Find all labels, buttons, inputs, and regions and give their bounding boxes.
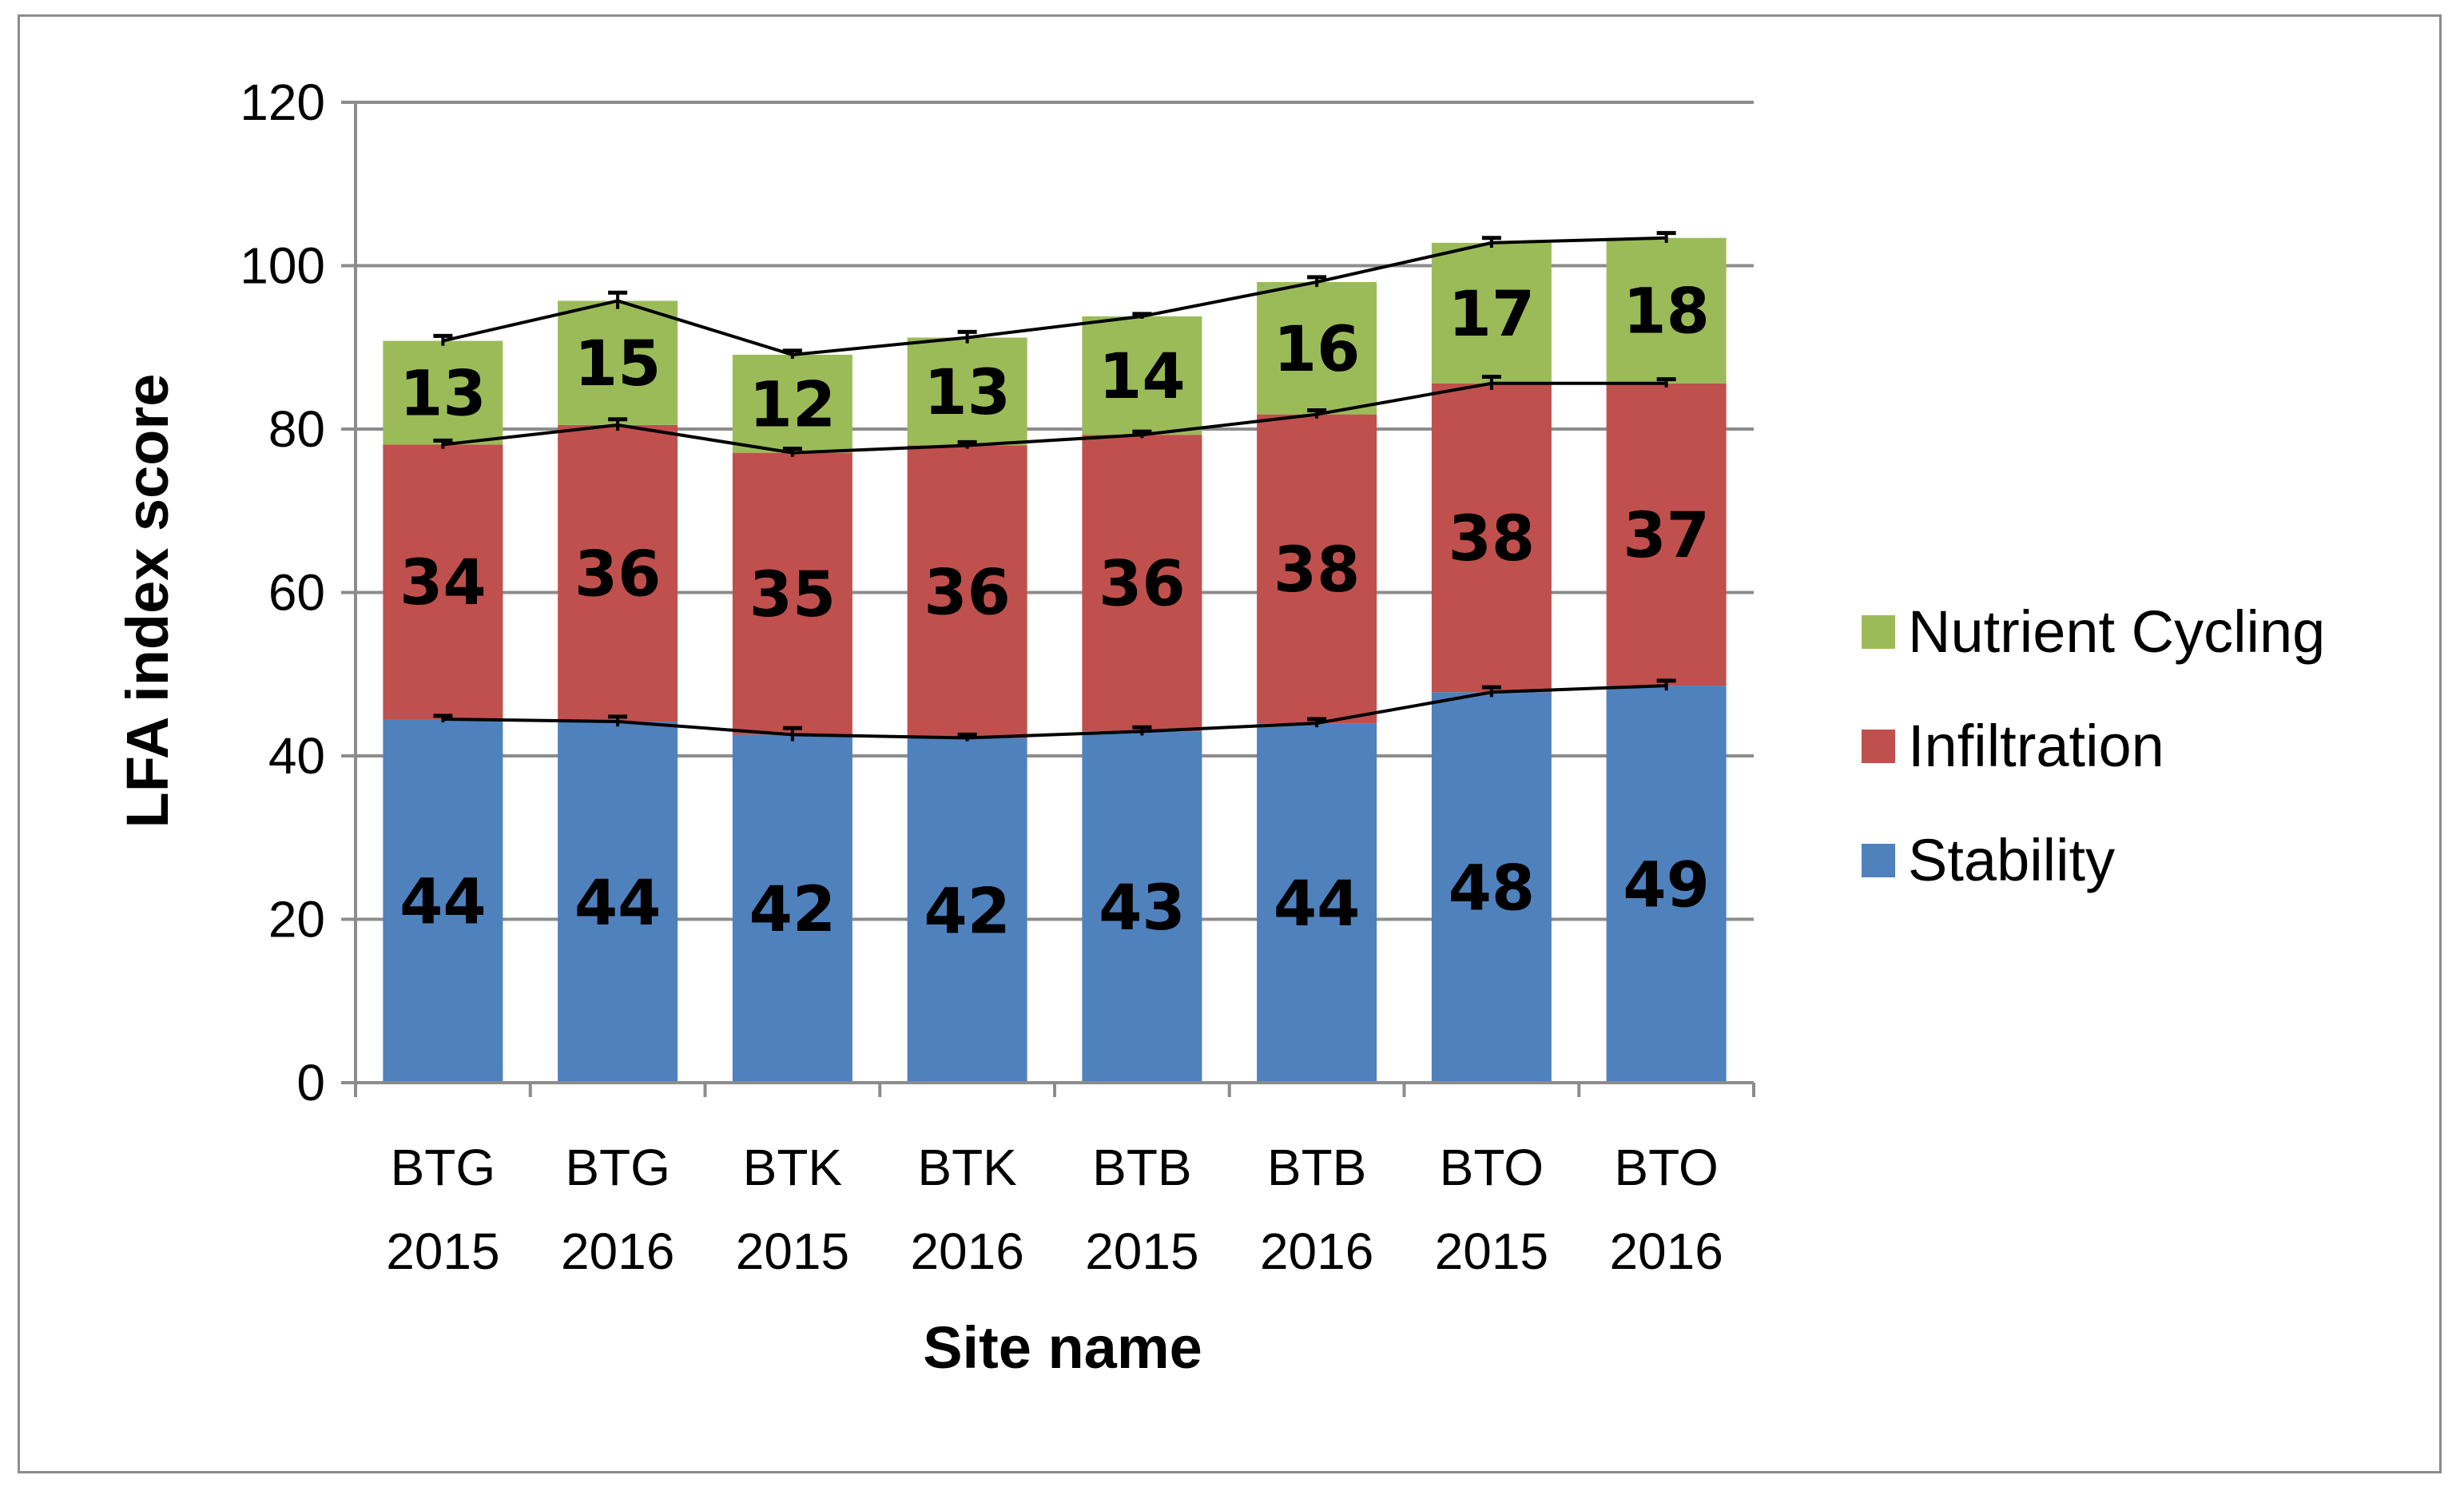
legend-label: Stability — [1908, 827, 2115, 893]
data-label: 37 — [1623, 500, 1710, 572]
data-label: 35 — [749, 559, 837, 631]
x-tick-label: BTB — [1092, 1139, 1191, 1196]
bar-infiltration — [383, 444, 503, 719]
x-tick-label: 2015 — [736, 1223, 849, 1280]
x-tick-label: 2015 — [386, 1223, 499, 1280]
data-label: 42 — [749, 874, 837, 946]
series-lines — [442, 236, 1667, 740]
data-label: 17 — [1449, 279, 1536, 351]
y-tick-label: 40 — [268, 727, 325, 785]
x-tick-label: 2015 — [1435, 1223, 1548, 1280]
legend: Nutrient Cycling Infiltration Stability — [1862, 598, 2325, 893]
x-tick-label: BTK — [917, 1139, 1016, 1196]
data-label: 16 — [1274, 314, 1361, 386]
legend-swatch — [1862, 615, 1895, 649]
x-axis-title: Site name — [923, 1314, 1202, 1381]
data-label: 49 — [1623, 850, 1710, 922]
bar-infiltration — [1431, 383, 1552, 693]
y-tick-label: 80 — [268, 400, 325, 458]
bar-stability — [732, 734, 852, 1083]
data-label: 36 — [574, 539, 662, 610]
x-tick-label: 2015 — [1085, 1223, 1198, 1280]
bar-nutrient-cycling — [383, 340, 503, 445]
y-axis-title: LFA index score — [114, 374, 181, 829]
bar-stability — [1431, 692, 1552, 1083]
data-label: 13 — [924, 357, 1011, 429]
y-tick-label: 120 — [240, 74, 325, 131]
x-tick-label: BTB — [1267, 1139, 1366, 1196]
y-tick-label: 100 — [240, 237, 325, 295]
y-tick-label: 60 — [268, 564, 325, 622]
x-tick-label: 2016 — [561, 1223, 674, 1280]
bar-stability — [907, 738, 1027, 1083]
bar-nutrient-cycling — [1431, 242, 1552, 384]
data-label: 13 — [399, 358, 487, 430]
x-tick-label: BTO — [1614, 1139, 1718, 1196]
data-label: 38 — [1274, 535, 1361, 606]
line-nutrient-cycling — [442, 236, 1667, 356]
data-labels: 44 44 42 42 43 44 48 49 34 36 35 36 36 38 38 37 13 15 12 13… — [399, 276, 1710, 948]
bar-nutrient-cycling — [732, 354, 852, 453]
bar-infiltration — [1606, 383, 1727, 686]
data-label: 42 — [924, 876, 1011, 948]
bar-stability — [558, 722, 678, 1083]
legend-label: Infiltration — [1908, 713, 2164, 779]
line-infiltration — [443, 381, 1667, 455]
data-label: 12 — [749, 369, 837, 441]
y-tick-label: 20 — [268, 891, 325, 948]
bar-infiltration — [1257, 414, 1377, 724]
x-tick-label: 2016 — [1609, 1223, 1723, 1280]
legend-swatch — [1862, 730, 1895, 763]
chart-frame — [18, 14, 2442, 1473]
bar-nutrient-cycling — [1606, 237, 1727, 384]
data-label: 38 — [1449, 503, 1536, 575]
data-label: 44 — [399, 866, 487, 938]
bar-stability — [1082, 731, 1202, 1083]
error-bars — [433, 231, 1676, 742]
data-label: 14 — [1099, 341, 1186, 413]
x-tick-label: 2016 — [1260, 1223, 1373, 1280]
data-label: 44 — [574, 868, 662, 940]
x-tick-label: BTG — [391, 1139, 496, 1196]
data-label: 34 — [399, 547, 487, 619]
bar-nutrient-cycling — [1082, 316, 1202, 435]
bar-stability — [383, 718, 503, 1083]
axes: 0 20 40 60 80 100 120 BTG 2015 BTG 2016 BTK 2015 BTK 2… — [240, 74, 1755, 1280]
data-label: 44 — [1274, 869, 1361, 940]
legend-swatch — [1862, 844, 1895, 877]
line-stability — [443, 684, 1667, 740]
x-tick-label: BTO — [1440, 1139, 1544, 1196]
data-label: 36 — [924, 557, 1011, 629]
data-label: 15 — [574, 328, 662, 400]
bar-infiltration — [732, 452, 852, 735]
bar-infiltration — [1082, 435, 1202, 732]
data-label: 36 — [1099, 549, 1186, 621]
bar-stability — [1257, 723, 1377, 1083]
bar-nutrient-cycling — [907, 337, 1027, 446]
x-tick-label: 2016 — [910, 1223, 1023, 1280]
data-label: 48 — [1449, 853, 1536, 925]
bar-infiltration — [558, 424, 678, 722]
bar-nutrient-cycling — [1257, 281, 1377, 415]
legend-label: Nutrient Cycling — [1908, 598, 2325, 665]
data-label: 43 — [1099, 873, 1186, 944]
data-label: 18 — [1623, 276, 1710, 348]
bar-nutrient-cycling — [558, 300, 678, 425]
bar-infiltration — [907, 445, 1027, 738]
x-tick-label: BTK — [743, 1139, 842, 1196]
y-tick-label: 0 — [296, 1054, 325, 1111]
x-tick-label: BTG — [565, 1139, 670, 1196]
bar-stability — [1606, 686, 1727, 1083]
bars — [383, 237, 1727, 1083]
